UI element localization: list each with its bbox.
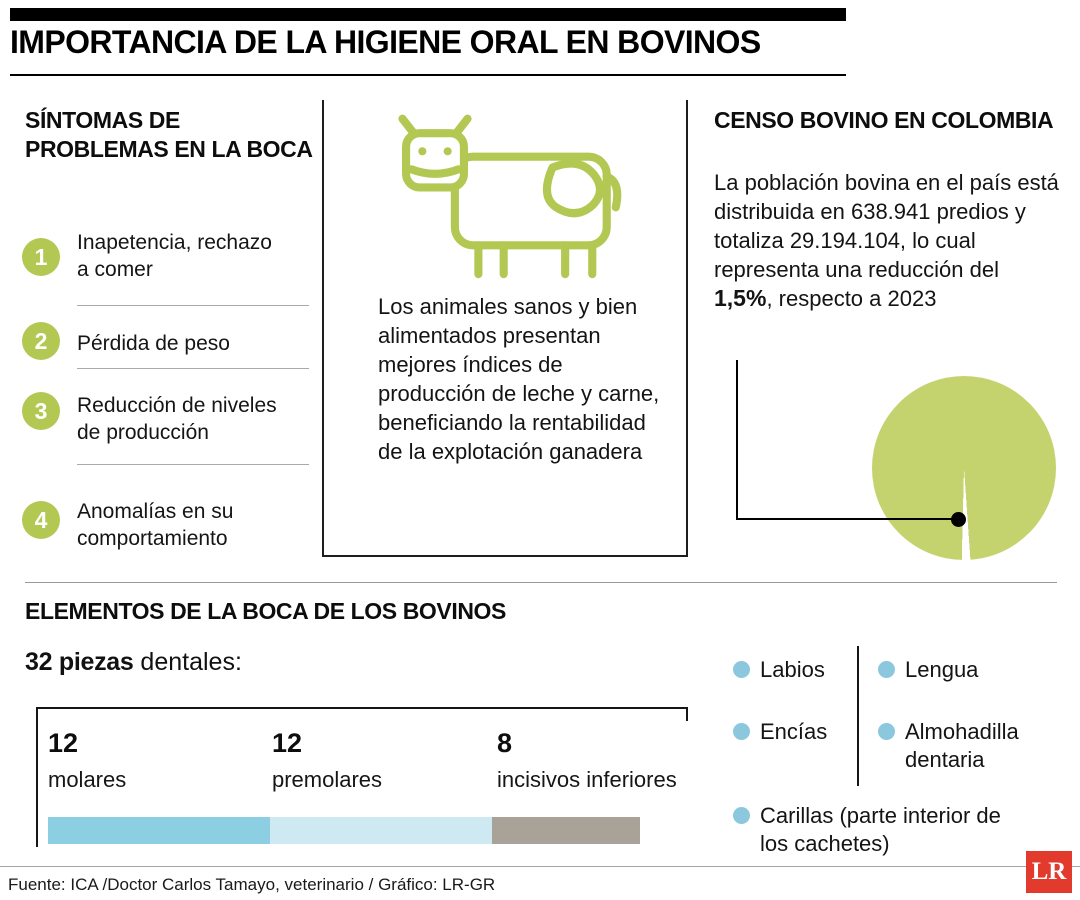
legend-label-labios: Labios — [760, 657, 825, 682]
teeth-label: incisivos inferiores — [497, 767, 677, 792]
symptom-4-label: Anomalías en su comportamiento — [77, 500, 234, 550]
source-credit: Fuente: ICA /Doctor Carlos Tamayo, veter… — [8, 875, 496, 894]
center-panel-left-border — [322, 100, 324, 556]
pieces-count: 32 piezas — [25, 648, 134, 676]
teeth-stacked-bar — [48, 817, 640, 844]
census-highlight: 1,5% — [714, 285, 767, 311]
bar-segment-incisivos — [492, 817, 640, 844]
teeth-group-molares: 12 molares — [48, 728, 258, 793]
center-panel-right-border — [686, 100, 688, 556]
census-pie — [872, 376, 1056, 560]
legend-dot — [733, 723, 750, 740]
symptom-3-badge: 3 — [22, 392, 60, 430]
symptom-2-badge: 2 — [22, 322, 60, 360]
census-text-after: , respecto a 2023 — [766, 286, 937, 311]
title-underline — [10, 74, 846, 76]
legend-dot — [878, 661, 895, 678]
legend-label-carillas: Carillas (parte interior de los cachetes… — [760, 803, 1001, 856]
symptom-2-label: Pérdida de peso — [77, 332, 230, 355]
lr-logo-text: LR — [1031, 858, 1067, 885]
census-heading: CENSO BOVINO EN COLOMBIA — [714, 107, 1054, 133]
pieces-rest: dentales: — [133, 648, 242, 676]
lr-logo: LR — [1026, 851, 1072, 893]
legend-dot — [878, 723, 895, 740]
legend-column-divider — [857, 646, 859, 786]
teeth-count: 12 — [272, 728, 303, 758]
footer-divider — [0, 866, 1080, 867]
symptom-1-badge: 1 — [22, 238, 60, 276]
symptom-divider — [77, 368, 309, 369]
cow-icon — [388, 102, 623, 290]
symptom-divider — [77, 305, 309, 306]
legend-label-lengua: Lengua — [905, 657, 979, 682]
symptoms-heading: SÍNTOMAS DE PROBLEMAS EN LA BOCA — [25, 107, 313, 162]
center-panel-bottom-border — [322, 555, 688, 557]
section-divider — [25, 582, 1057, 583]
teeth-group-incisivos: 8 incisivos inferiores — [497, 728, 707, 793]
teeth-label: premolares — [272, 767, 383, 792]
census-connector-vertical — [736, 360, 738, 520]
bar-segment-premolares — [270, 817, 492, 844]
symptom-4-badge: 4 — [22, 501, 60, 539]
teeth-bracket-top — [36, 707, 688, 709]
symptom-1-label: Inapetencia, rechazo a comer — [77, 231, 272, 281]
census-paragraph: La población bovina en el país está dist… — [714, 168, 1059, 313]
legend-dot — [733, 661, 750, 678]
legend-dot — [733, 807, 750, 824]
census-connector-horizontal — [736, 518, 960, 520]
center-paragraph: Los animales sanos y bien alimentados pr… — [378, 294, 660, 464]
teeth-bracket-right-tick — [686, 707, 688, 721]
legend-label-encias: Encías — [760, 719, 828, 744]
page-title: IMPORTANCIA DE LA HIGIENE ORAL EN BOVINO… — [10, 24, 761, 60]
bar-segment-molares — [48, 817, 270, 844]
teeth-label: molares — [48, 767, 127, 792]
census-pie-marker-dot — [951, 512, 966, 527]
header-black-bar — [10, 8, 846, 21]
elements-heading: ELEMENTOS DE LA BOCA DE LOS BOVINOS — [25, 598, 506, 624]
teeth-count: 8 — [497, 728, 513, 758]
teeth-count: 12 — [48, 728, 79, 758]
census-text-before: La población bovina en el país está dist… — [714, 170, 1059, 282]
legend-label-almohadilla: Almohadilla dentaria — [905, 719, 1019, 772]
symptom-3-label: Reducción de niveles de producción — [77, 394, 277, 444]
pieces-line: 32 piezas dentales: — [25, 648, 242, 677]
teeth-group-premolares: 12 premolares — [272, 728, 482, 793]
symptom-divider — [77, 464, 309, 465]
teeth-bracket-left — [36, 707, 38, 847]
